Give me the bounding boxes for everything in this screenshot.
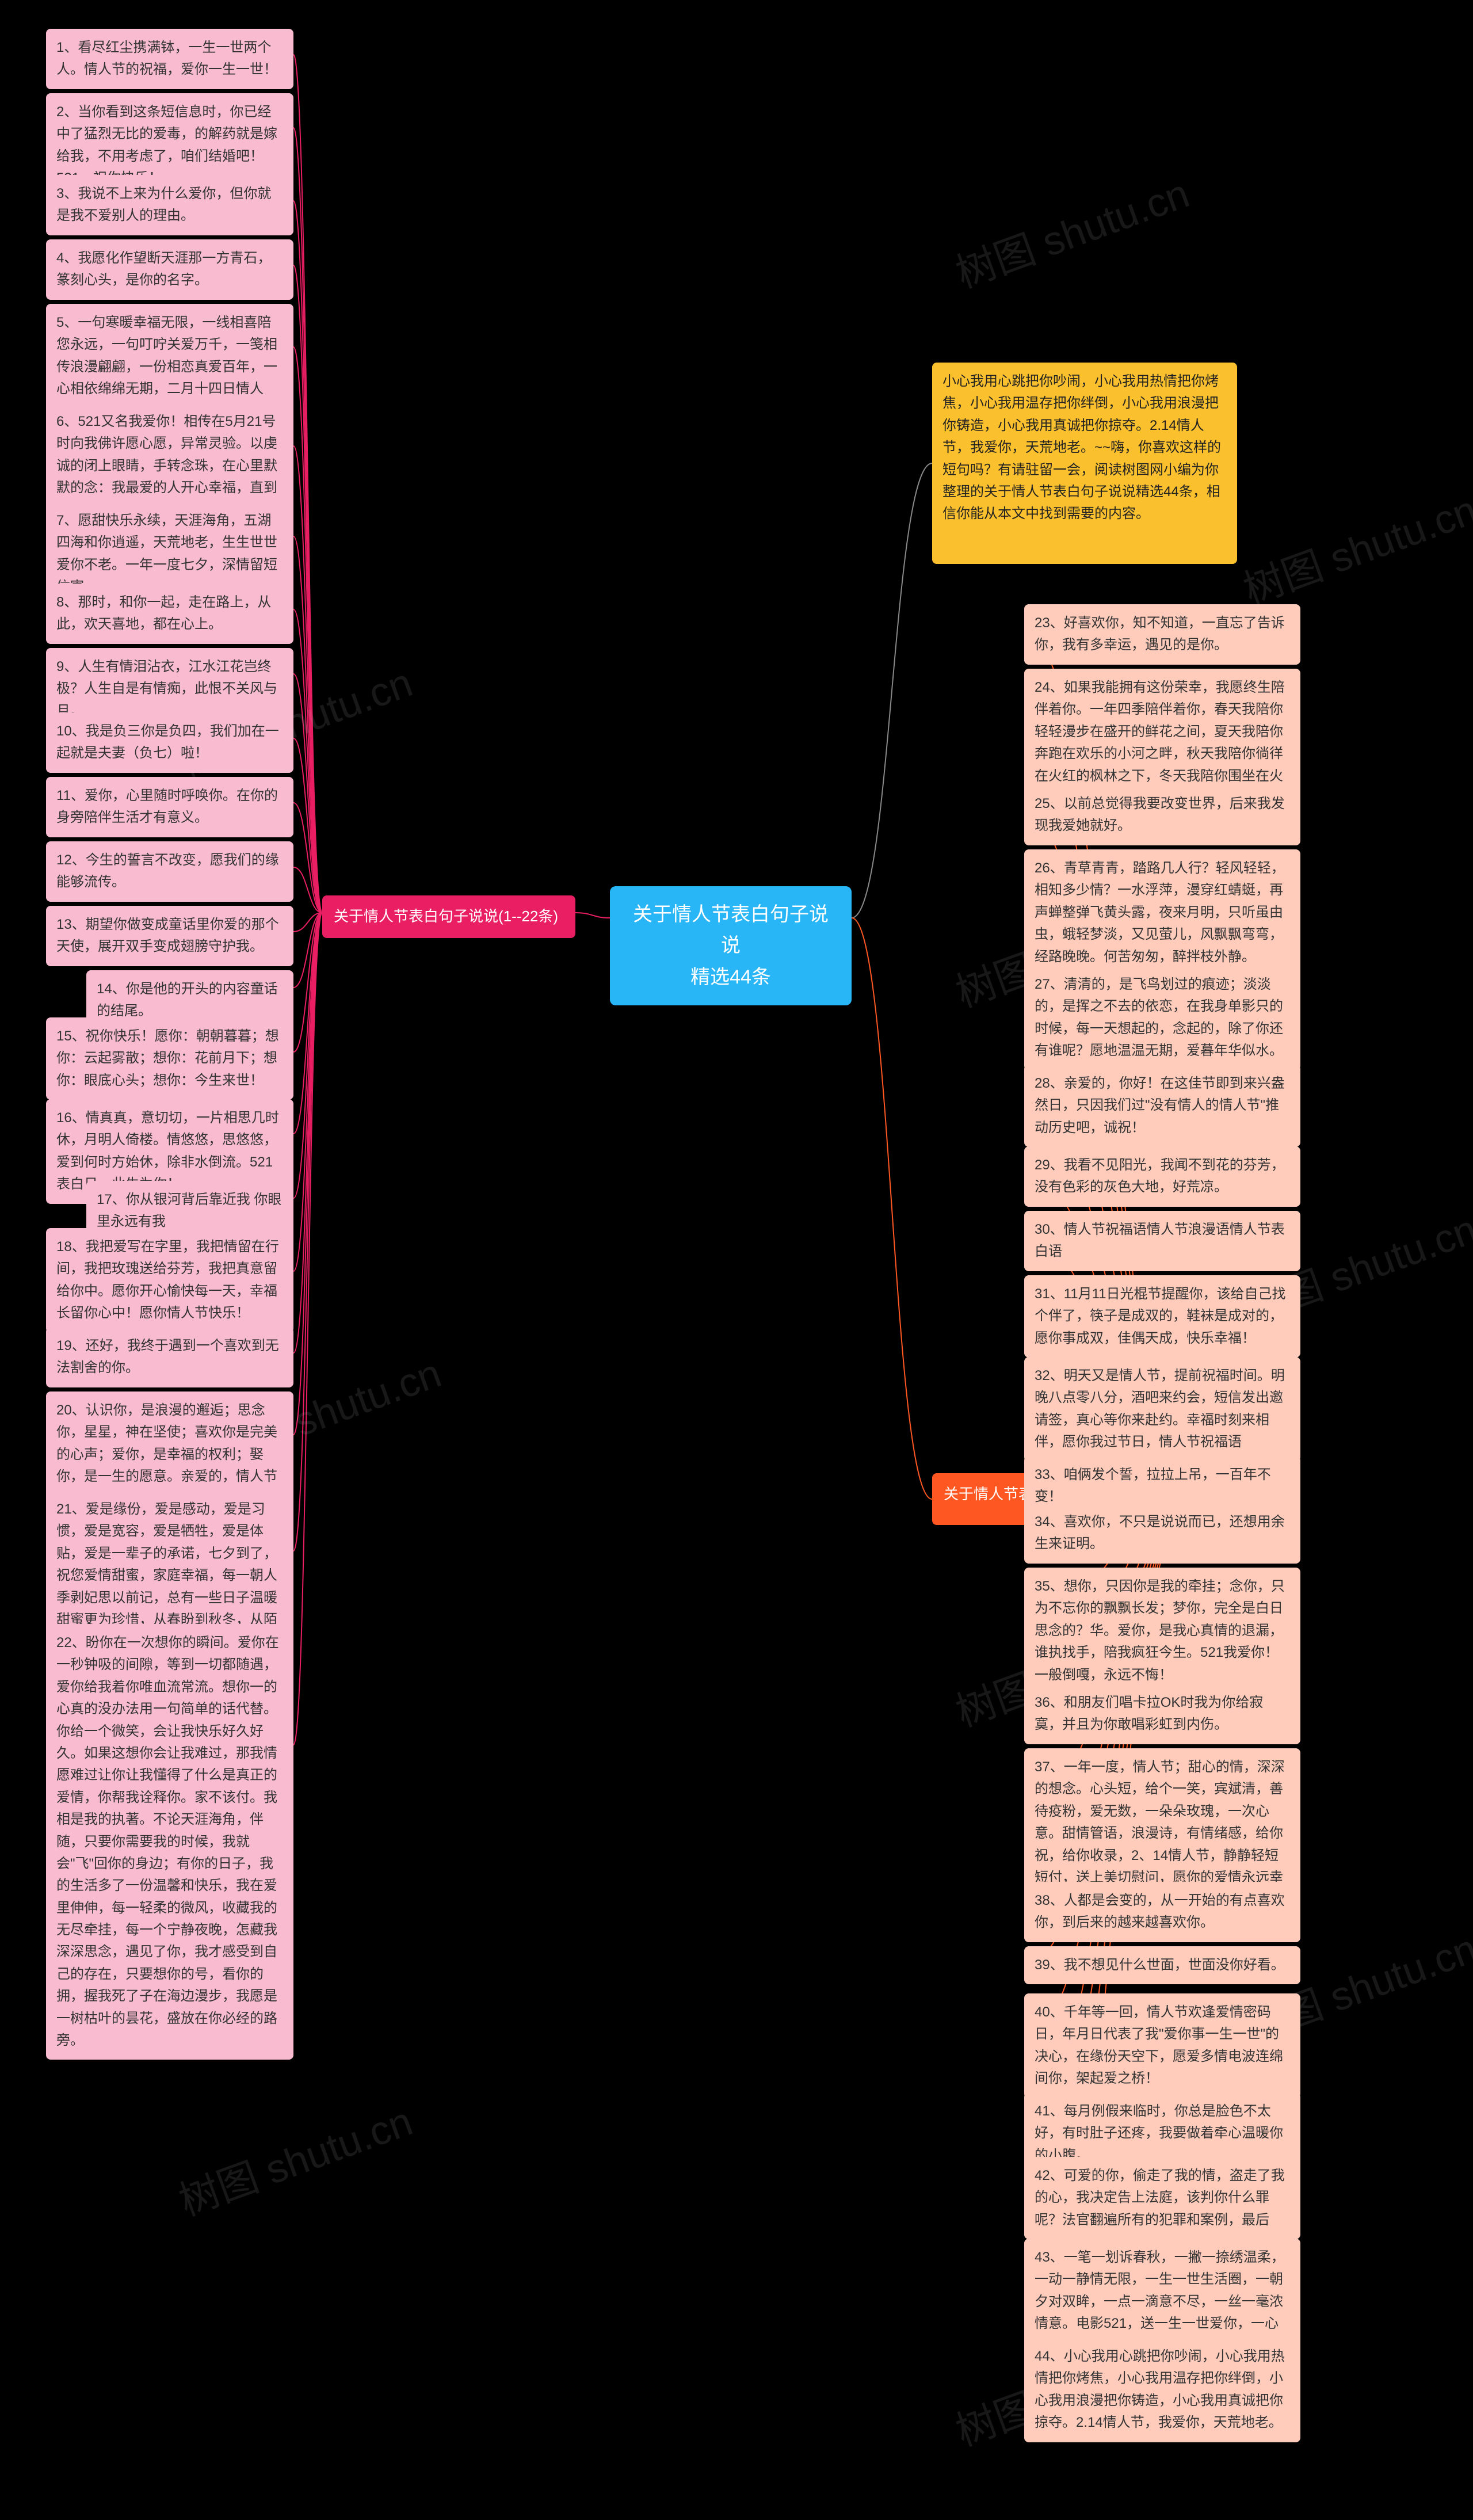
right-leaf-42: 42、可爱的你，偷走了我的情，盗走了我的心，我决定告上法庭，该判你什么罪呢？法官… bbox=[1024, 2157, 1300, 2239]
left-leaf-22: 22、盼你在一次想你的瞬间。爱你在一秒钟吸的间隙，等到一切都随遇，爱你给我着你唯… bbox=[46, 1624, 293, 2060]
right-leaf-30: 30、情人节祝福语情人节浪漫语情人节表白语 bbox=[1024, 1211, 1300, 1271]
right-leaf-28: 28、亲爱的，你好！在这佳节即到来兴盎然日，只因我们过"没有情人的情人节"推动历… bbox=[1024, 1065, 1300, 1147]
right-leaf-34: 34、喜欢你，不只是说说而已，还想用余生来证明。 bbox=[1024, 1503, 1300, 1564]
left-leaf-13: 13、期望你做变成童话里你爱的那个天使，展开双手变成翅膀守护我。 bbox=[46, 906, 293, 966]
right-leaf-44: 44、小心我用心跳把你吵闹，小心我用热情把你烤焦，小心我用温存把你绊倒，小心我用… bbox=[1024, 2338, 1300, 2442]
watermark: 树图 shutu.cn bbox=[1235, 478, 1473, 616]
left-leaf-10: 10、我是负三你是负四，我们加在一起就是夫妻（负七）啦！ bbox=[46, 712, 293, 773]
left-leaf-19: 19、还好，我终于遇到一个喜欢到无法割舍的你。 bbox=[46, 1327, 293, 1387]
right-leaf-35: 35、想你，只因你是我的牵挂；念你，只为不忘你的飘飘长发；梦你，完全是白日思念的… bbox=[1024, 1568, 1300, 1694]
right-leaf-26: 26、青草青青，踏路几人行？轻风轻轻，相知多少情？一水浮萍，漫穿红蜻蜓，再声蝉整… bbox=[1024, 849, 1300, 976]
right-leaf-27: 27、清清的，是飞鸟划过的痕迹；淡淡的，是挥之不去的依恋，在我身单影只的时候，每… bbox=[1024, 966, 1300, 1070]
right-leaf-40: 40、千年等一回，情人节欢逢爱情密码日，年月日代表了我"爱你事一生一世"的决心，… bbox=[1024, 1993, 1300, 2098]
right-leaf-31: 31、11月11日光棍节提醒你，该给自己找个伴了，筷子是成双的，鞋袜是成对的，愿… bbox=[1024, 1275, 1300, 1358]
intro-node: 小心我用心跳把你吵闹，小心我用热情把你烤焦，小心我用温存把你绊倒，小心我用浪漫把… bbox=[932, 363, 1237, 564]
left-leaf-15: 15、祝你快乐！愿你：朝朝暮暮；想你：云起雾散；想你：花前月下；想你：眼底心头；… bbox=[46, 1017, 293, 1100]
left-leaf-11: 11、爱你，心里随时呼唤你。在你的身旁陪伴生活才有意义。 bbox=[46, 777, 293, 837]
left-leaf-8: 8、那时，和你一起，走在路上，从此，欢天喜地，都在心上。 bbox=[46, 584, 293, 644]
left-leaf-1: 1、看尽红尘携满钵，一生一世两个人。情人节的祝福，爱你一生一世！ bbox=[46, 29, 293, 89]
right-leaf-29: 29、我看不见阳光，我闻不到花的芬芳，没有色彩的灰色大地，好荒凉。 bbox=[1024, 1146, 1300, 1207]
left-leaf-12: 12、今生的誓言不改变，愿我们的缘能够流传。 bbox=[46, 841, 293, 902]
right-leaf-36: 36、和朋友们唱卡拉OK时我为你给寂寞，并且为你敢唱彩虹到内伤。 bbox=[1024, 1684, 1300, 1744]
center-node: 关于情人节表白句子说说 精选44条 bbox=[610, 886, 852, 1005]
left-leaf-18: 18、我把爱写在字里，我把情留在行间，我把玫瑰送给芬芳，我把真意留给你中。愿你开… bbox=[46, 1228, 293, 1333]
right-leaf-39: 39、我不想见什么世面，世面没你好看。 bbox=[1024, 1946, 1300, 1984]
left-branch-node: 关于情人节表白句子说说(1--22条) bbox=[322, 895, 575, 938]
watermark: 树图 shutu.cn bbox=[170, 2090, 419, 2228]
left-leaf-3: 3、我说不上来为什么爱你，但你就是我不爱别人的理由。 bbox=[46, 175, 293, 235]
watermark: 树图 shutu.cn bbox=[947, 162, 1196, 300]
right-leaf-23: 23、好喜欢你，知不知道，一直忘了告诉你，我有多幸运，遇见的是你。 bbox=[1024, 604, 1300, 665]
left-leaf-4: 4、我愿化作望断天涯那一方青石，篆刻心头，是你的名字。 bbox=[46, 239, 293, 300]
right-leaf-25: 25、以前总觉得我要改变世界，后来我发现我爱她就好。 bbox=[1024, 785, 1300, 845]
right-leaf-32: 32、明天又是情人节，提前祝福时间。明晚八点零八分，酒吧来约会，短信发出邀请签，… bbox=[1024, 1357, 1300, 1462]
right-leaf-38: 38、人都是会变的，从一开始的有点喜欢你，到后来的越来越喜欢你。 bbox=[1024, 1882, 1300, 1942]
